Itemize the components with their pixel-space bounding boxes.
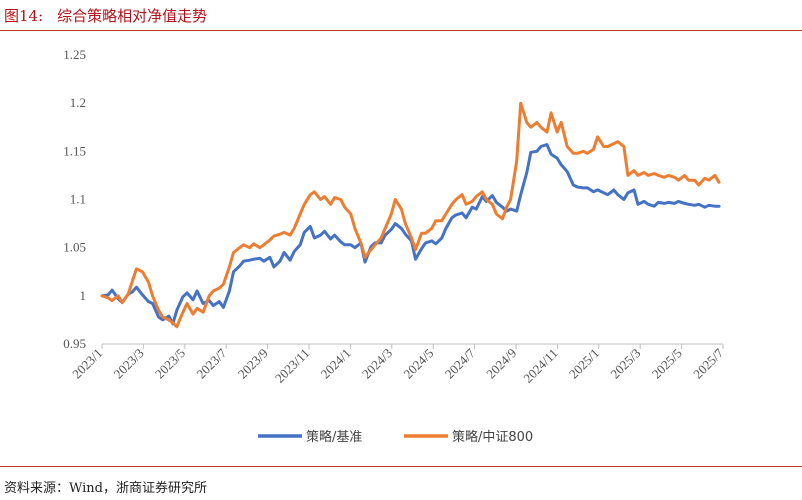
y-tick-label: 1.1 <box>70 192 86 207</box>
x-axis: 2023/1 2023/3 2023/5 2023/7 2023/9 2023/11 202… <box>69 343 727 386</box>
y-tick-label: 1.15 <box>63 143 86 158</box>
title-rule <box>0 30 802 31</box>
x-tick-label: 2024/1 <box>318 345 354 381</box>
x-tick-label: 2024/9 <box>483 345 519 381</box>
x-tick-label: 2025/7 <box>690 345 726 381</box>
figure-title: 图14: 综合策略相对净值走势 <box>4 5 207 26</box>
y-axis: 0.95 1 1.05 1.1 1.15 1.2 1.25 <box>63 47 86 351</box>
line-chart: 0.95 1 1.05 1.1 1.15 1.2 1.25 2023/1 2023/3 2023… <box>63 47 727 445</box>
source-note: 资料来源：Wind，浙商证券研究所 <box>4 481 207 496</box>
y-tick-label: 1.2 <box>70 95 86 110</box>
x-tick-label: 2023/3 <box>111 345 147 381</box>
figure-header: 图14: 综合策略相对净值走势 <box>0 0 802 30</box>
x-tick-label: 2025/3 <box>607 345 643 381</box>
figure-title-text: 综合策略相对净值走势 <box>57 7 208 25</box>
legend-label: 策略/中证800 <box>452 429 533 445</box>
x-tick-label: 2023/7 <box>193 345 229 381</box>
x-tick-label: 2024/11 <box>520 345 560 385</box>
y-tick-label: 0.95 <box>63 336 86 351</box>
x-tick-label: 2024/7 <box>442 345 478 381</box>
legend: 策略/基准 策略/中证800 <box>258 429 533 445</box>
series-layer <box>100 101 721 329</box>
x-tick-label: 2023/5 <box>152 345 188 381</box>
legend-label: 策略/基准 <box>306 429 362 445</box>
x-tick-label: 2023/9 <box>235 345 271 381</box>
x-tick-label: 2025/5 <box>649 345 685 381</box>
x-tick-label: 2024/3 <box>359 345 395 381</box>
y-tick-label: 1.05 <box>63 240 86 255</box>
series-line-2 <box>100 101 721 329</box>
x-tick-label: 2025/1 <box>566 345 602 381</box>
source-rule <box>0 466 802 467</box>
x-tick-label: 2023/11 <box>272 345 312 385</box>
x-tick-label: 2024/5 <box>400 345 436 381</box>
y-tick-label: 1 <box>80 288 87 303</box>
figure-number: 图14: <box>4 7 44 25</box>
y-tick-label: 1.25 <box>63 47 86 62</box>
